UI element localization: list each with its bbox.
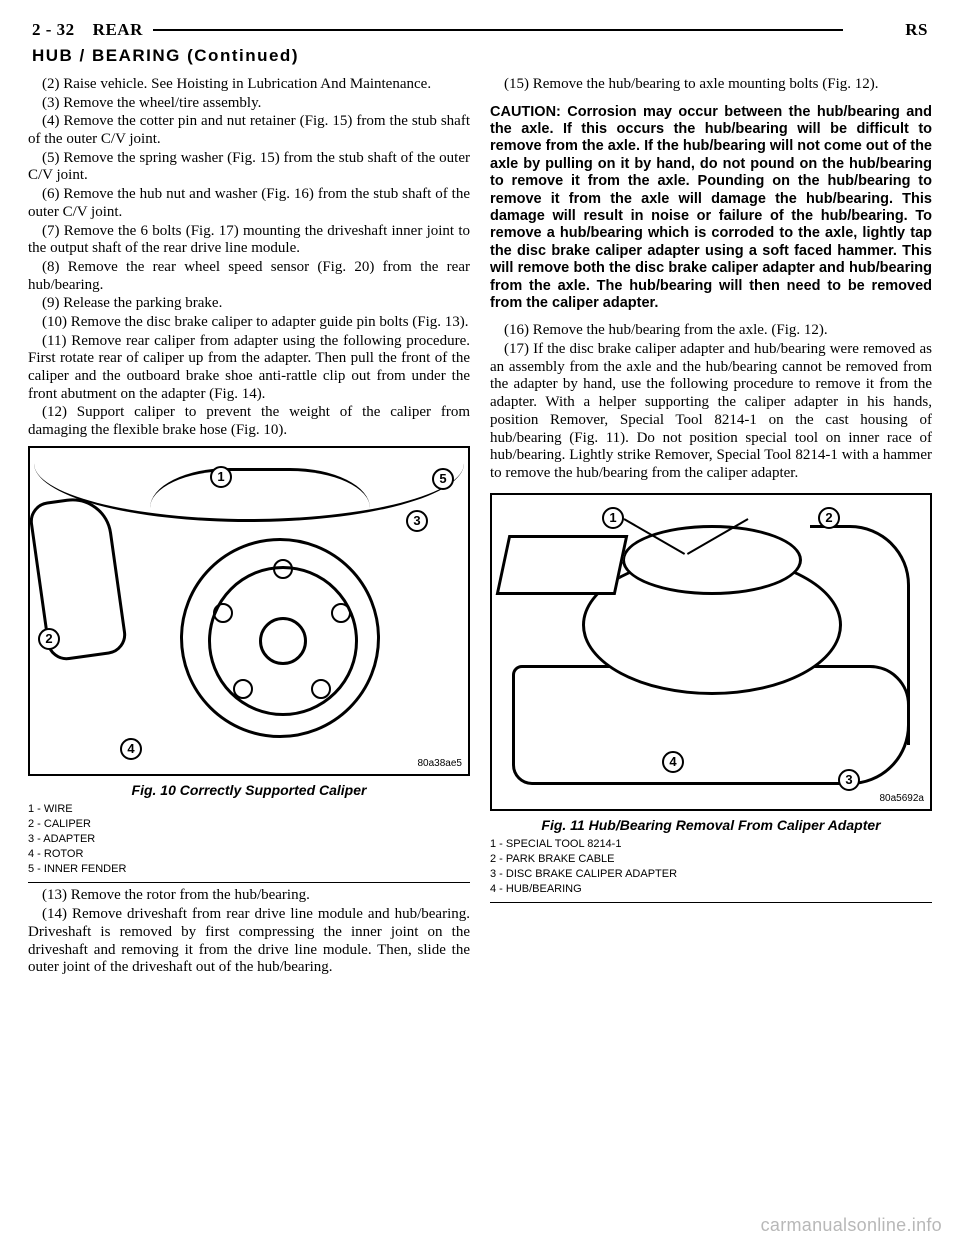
- body-columns: (2) Raise vehicle. See Hoisting in Lubri…: [28, 76, 932, 978]
- legend-item: 1 - SPECIAL TOOL 8214-1: [490, 837, 932, 852]
- callout-2: 2: [38, 628, 60, 650]
- header-rule-left: [153, 29, 843, 31]
- figure-11-caption: Fig. 11 Hub/Bearing Removal From Caliper…: [490, 817, 932, 834]
- step-text: (7) Remove the 6 bolts (Fig. 17) mountin…: [28, 223, 470, 258]
- legend-item: 2 - CALIPER: [28, 817, 470, 832]
- figure-10-diagram: 1 2 3 4 5 80a38ae5: [28, 446, 470, 776]
- figure-10: 1 2 3 4 5 80a38ae5 Fig. 10 Correctly Sup…: [28, 446, 470, 884]
- lug-shape: [311, 679, 331, 699]
- section-continued: HUB / BEARING (Continued): [32, 46, 932, 66]
- park-brake-cable-shape: [810, 525, 910, 745]
- legend-item: 4 - HUB/BEARING: [490, 882, 932, 897]
- page-header: 2 - 32 REAR RS: [28, 20, 932, 40]
- callout-3: 3: [838, 769, 860, 791]
- step-text: (12) Support caliper to prevent the weig…: [28, 404, 470, 439]
- callout-5: 5: [432, 468, 454, 490]
- section-right: RS: [905, 20, 928, 40]
- callout-1: 1: [602, 507, 624, 529]
- lug-shape: [273, 559, 293, 579]
- legend-item: 2 - PARK BRAKE CABLE: [490, 852, 932, 867]
- callout-1: 1: [210, 466, 232, 488]
- step-text: (4) Remove the cotter pin and nut retain…: [28, 113, 470, 148]
- lug-shape: [213, 603, 233, 623]
- lug-shape: [331, 603, 351, 623]
- callout-3: 3: [406, 510, 428, 532]
- legend-item: 4 - ROTOR: [28, 847, 470, 862]
- callout-2: 2: [818, 507, 840, 529]
- legend-item: 3 - DISC BRAKE CALIPER ADAPTER: [490, 867, 932, 882]
- step-text: (5) Remove the spring washer (Fig. 15) f…: [28, 150, 470, 185]
- step-text: (2) Raise vehicle. See Hoisting in Lubri…: [28, 76, 470, 94]
- legend-item: 5 - INNER FENDER: [28, 862, 470, 877]
- watermark: carmanualsonline.info: [761, 1215, 942, 1236]
- column-right: (15) Remove the hub/bearing to axle moun…: [490, 76, 932, 978]
- section-left: REAR: [93, 20, 143, 40]
- header-right: RS: [905, 20, 928, 40]
- step-text: (11) Remove rear caliper from adapter us…: [28, 333, 470, 404]
- column-left: (2) Raise vehicle. See Hoisting in Lubri…: [28, 76, 470, 978]
- lug-shape: [233, 679, 253, 699]
- step-text: (15) Remove the hub/bearing to axle moun…: [490, 76, 932, 94]
- diagram-id: 80a38ae5: [418, 758, 463, 770]
- hub-center-shape: [259, 617, 307, 665]
- callout-4: 4: [662, 751, 684, 773]
- figure-10-legend: 1 - WIRE 2 - CALIPER 3 - ADAPTER 4 - ROT…: [28, 802, 470, 876]
- figure-11-legend: 1 - SPECIAL TOOL 8214-1 2 - PARK BRAKE C…: [490, 837, 932, 896]
- caution-block: CAUTION: Corrosion may occur between the…: [490, 104, 932, 313]
- step-text: (10) Remove the disc brake caliper to ad…: [28, 314, 470, 332]
- rotor-shape: [180, 538, 380, 738]
- step-text: (8) Remove the rear wheel speed sensor (…: [28, 259, 470, 294]
- legend-item: 1 - WIRE: [28, 802, 470, 817]
- step-text: (9) Release the parking brake.: [28, 295, 470, 313]
- callout-4: 4: [120, 738, 142, 760]
- diagram-id: 80a5692a: [880, 793, 925, 805]
- step-text: (14) Remove driveshaft from rear drive l…: [28, 906, 470, 977]
- step-text: (17) If the disc brake caliper adapter a…: [490, 341, 932, 483]
- step-text: (13) Remove the rotor from the hub/beari…: [28, 887, 470, 905]
- step-text: (3) Remove the wheel/tire assembly.: [28, 95, 470, 113]
- figure-10-caption: Fig. 10 Correctly Supported Caliper: [28, 782, 470, 799]
- header-left: 2 - 32 REAR: [32, 20, 843, 40]
- step-text: (16) Remove the hub/bearing from the axl…: [490, 322, 932, 340]
- figure-11: 1 2 3 4 80a5692a Fig. 11 Hub/Bearing Rem…: [490, 493, 932, 904]
- step-text: (6) Remove the hub nut and washer (Fig. …: [28, 186, 470, 221]
- legend-item: 3 - ADAPTER: [28, 832, 470, 847]
- figure-11-diagram: 1 2 3 4 80a5692a: [490, 493, 932, 811]
- figure-rule: [28, 882, 470, 883]
- figure-rule: [490, 902, 932, 903]
- page-ref: 2 - 32: [32, 20, 75, 40]
- special-tool-shape: [496, 535, 629, 595]
